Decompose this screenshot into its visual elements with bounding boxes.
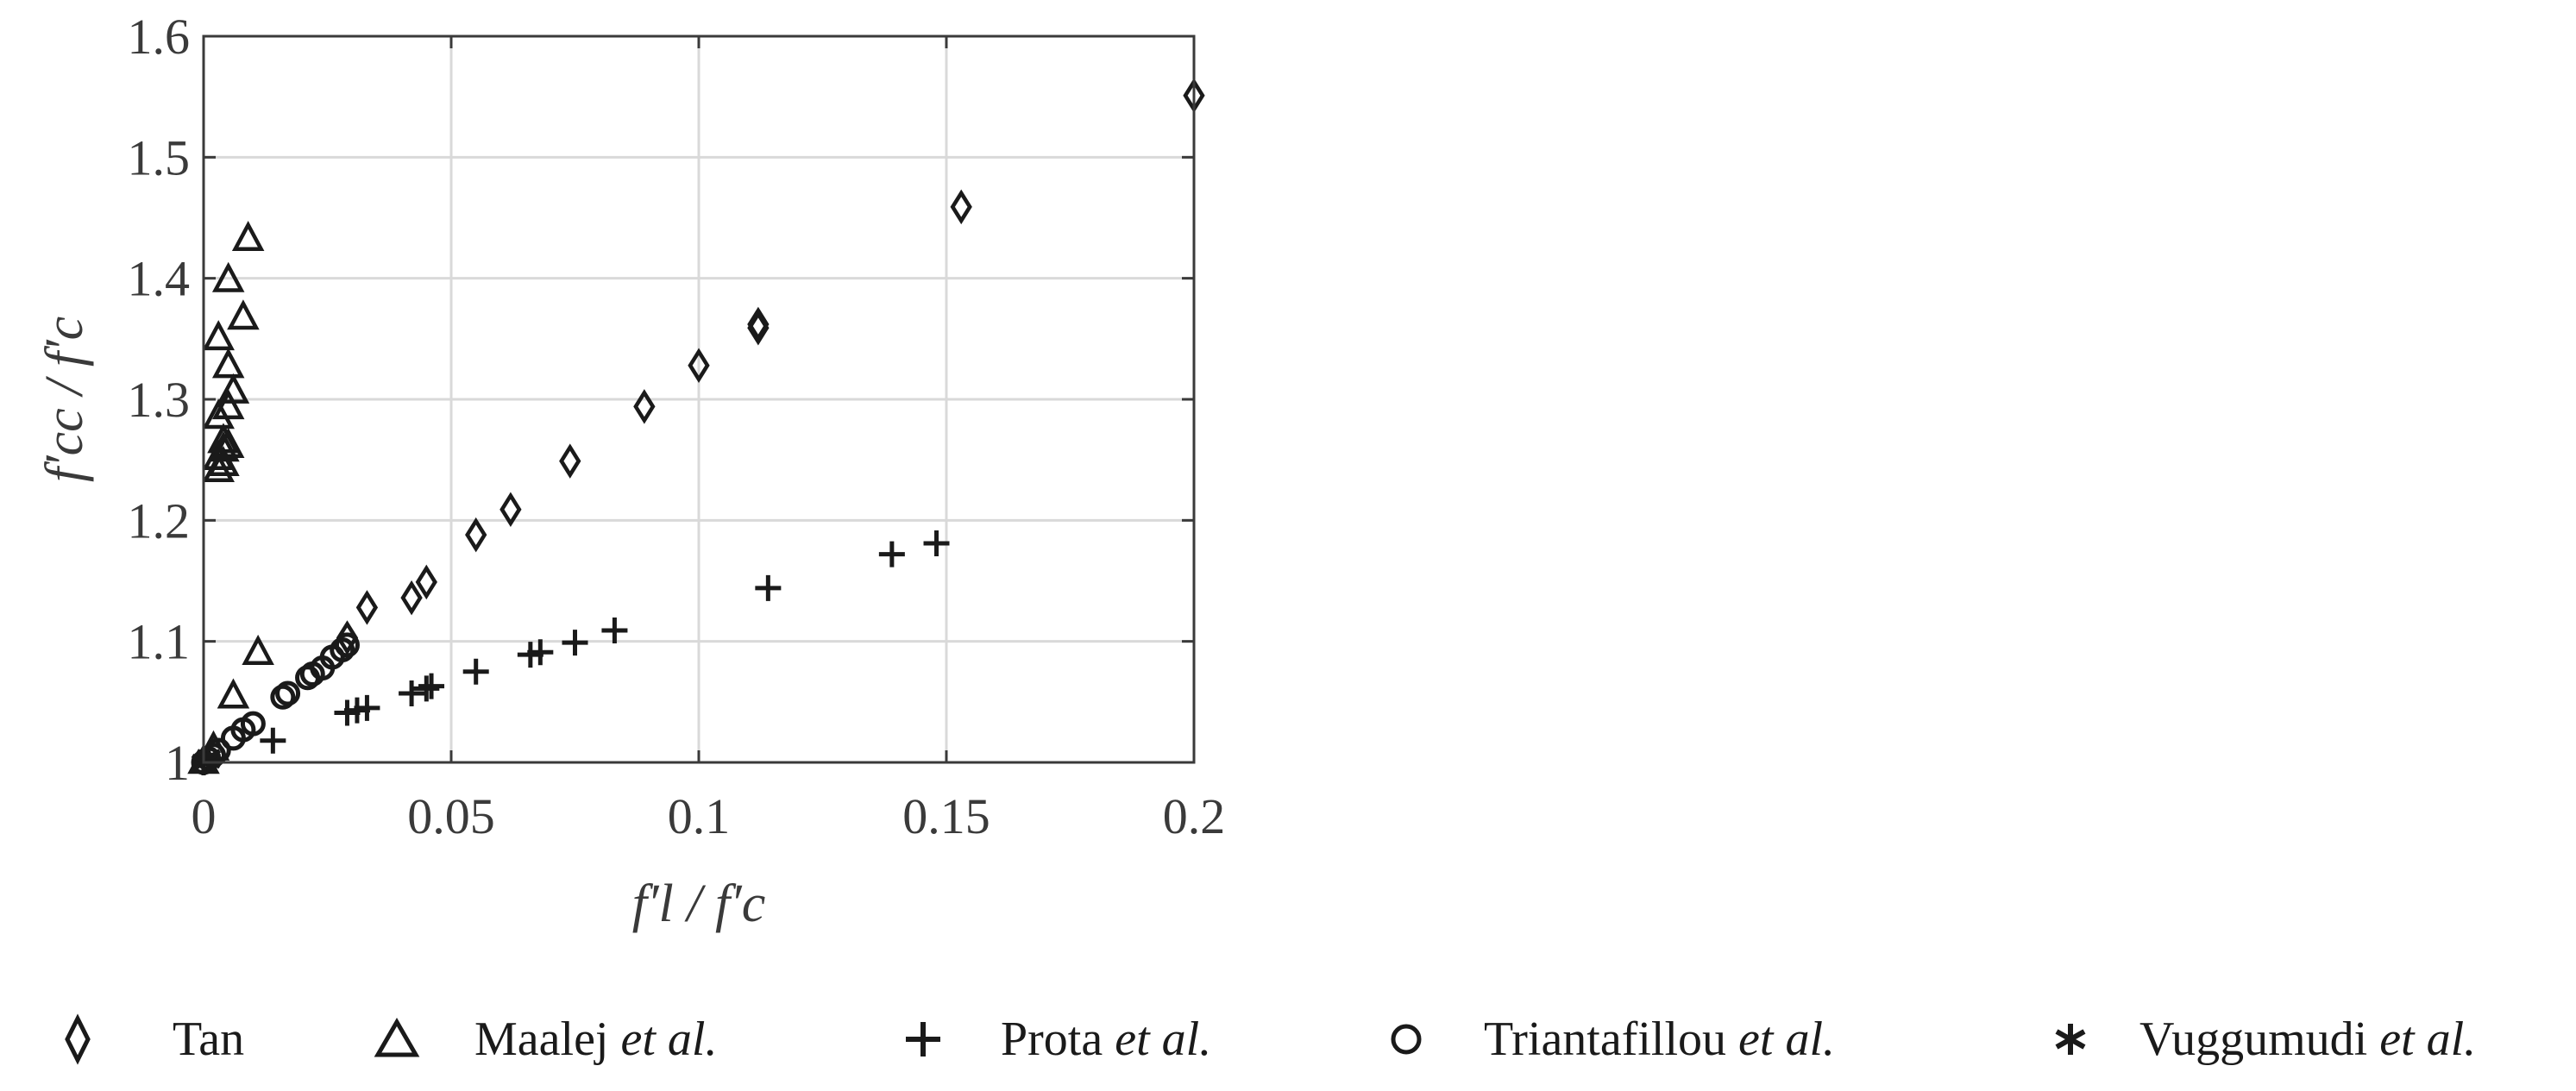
triangle-marker-icon (374, 1018, 420, 1057)
point-prota-plus (418, 673, 445, 699)
circle-marker-icon (1391, 1024, 1422, 1055)
plus-marker-icon (906, 1022, 940, 1057)
legend-label-tan: Tan (173, 1013, 245, 1066)
point-prota-plus (354, 694, 380, 721)
legend-item-maalej: Maalej et al. (371, 1000, 717, 1078)
legend-item-triantafillou: Triantafillou et al. (1380, 1000, 1835, 1078)
point-tan-diamond (355, 590, 379, 625)
point-prota-plus (878, 541, 905, 567)
x-tick-label: 0 (192, 788, 217, 844)
legend-label-maalej: Maalej et al. (474, 1013, 718, 1066)
x-tick-label: 0.05 (407, 788, 495, 844)
point-triantafillou-circle (275, 680, 301, 706)
gridlines (202, 34, 1196, 764)
point-tan-diamond (688, 348, 710, 383)
point-maalej-triangle (202, 320, 235, 351)
axis-ticks: 0 0.05 0.1 0.15 0.2 1 1.1 1.2 1.3 1.4 1.5 1.6 (128, 9, 1226, 844)
y-tick-label: 1.1 (128, 614, 191, 670)
y-tick-label: 1 (165, 735, 190, 791)
point-maalej-triangle (207, 423, 240, 454)
point-triantafillou-circle (240, 711, 266, 737)
point-tan-diamond (336, 620, 359, 655)
diamond-marker-icon (65, 1013, 91, 1065)
y-tick-label: 1.5 (128, 129, 191, 185)
point-maalej-triangle (227, 299, 260, 330)
point-prota-plus (601, 618, 628, 644)
point-prota-plus (755, 574, 782, 601)
y-tick-label: 1.2 (128, 492, 191, 549)
legend-item-vuggumudi: Vuggumudi et al. (2045, 1000, 2476, 1078)
point-tan-diamond (559, 443, 581, 479)
point-triantafillou-circle (334, 632, 360, 658)
point-maalej-triangle (211, 427, 245, 458)
point-prota-plus (260, 727, 286, 754)
legend-label-triantafillou: Triantafillou et al. (1484, 1013, 1836, 1066)
y-tick-label: 1.6 (128, 9, 191, 65)
point-maalej-triangle (217, 373, 250, 404)
point-tan-diamond (747, 306, 770, 342)
y-tick-label: 1.4 (128, 251, 191, 307)
x-tick-label: 0.2 (1163, 788, 1226, 844)
point-tan-diamond (633, 389, 656, 424)
point-maalej-triangle (202, 398, 235, 430)
legend: Tan Maalej et al. Prota et al. Triantafi… (0, 1000, 2576, 1078)
legend-label-prota: Prota et al. (1001, 1013, 1212, 1066)
point-maalej-triangle (217, 678, 250, 709)
point-tan-diamond (415, 564, 437, 600)
point-triantafillou-circle (330, 636, 355, 662)
point-tan-diamond (499, 492, 522, 527)
axis-labels: f′l / f′c f′cc / f′c (35, 317, 765, 933)
x-tick-label: 0.1 (668, 788, 731, 844)
legend-item-tan: Tan (52, 1000, 244, 1078)
y-tick-label: 1.3 (128, 372, 191, 428)
point-prota-plus (413, 675, 440, 702)
point-maalej-triangle (207, 431, 240, 462)
x-tick-label: 0.15 (902, 788, 990, 844)
x-axis-label: f′l / f′c (632, 875, 766, 933)
point-maalej-triangle (211, 389, 245, 420)
point-prota-plus (527, 639, 554, 666)
point-tan-diamond (950, 189, 972, 225)
point-maalej-triangle (231, 220, 265, 252)
point-prota-plus (562, 630, 588, 656)
asterisk-marker-icon (2055, 1024, 2086, 1055)
point-prota-plus (399, 680, 425, 707)
legend-item-prota: Prota et al. (897, 1000, 1211, 1078)
point-prota-plus (462, 658, 489, 685)
legend-label-vuggumudi: Vuggumudi et al. (2139, 1013, 2477, 1066)
point-maalej-triangle (211, 348, 245, 379)
point-prota-plus (923, 530, 950, 556)
y-axis-label: f′cc / f′c (35, 317, 94, 482)
point-maalej-triangle (211, 261, 245, 292)
data-points (187, 78, 1205, 775)
point-maalej-triangle (242, 634, 274, 665)
point-tan-diamond (400, 580, 423, 616)
point-tan-diamond (465, 517, 487, 553)
